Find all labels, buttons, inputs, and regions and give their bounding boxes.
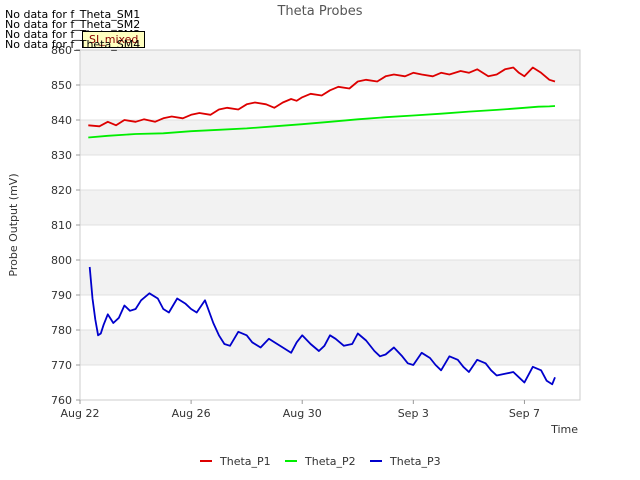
no-data-note: No data for f_Theta_SM1	[5, 8, 141, 21]
no-data-note: No data for f_Theta_SM4	[5, 38, 141, 51]
chart-title: Theta Probes	[276, 4, 362, 19]
band-white	[80, 225, 580, 260]
y-tick-label: 800	[51, 254, 72, 267]
y-axis-label: Probe Output (mV)	[7, 173, 20, 276]
series-line-theta-p1	[88, 66, 556, 128]
no-data-note: No data for f_Theta_SM2	[5, 18, 141, 31]
y-tick-label: 780	[51, 324, 72, 337]
x-tick-label: Aug 30	[283, 407, 322, 420]
y-axis: 760 770 780 790 800 810 820 830 840 850 860	[51, 44, 80, 407]
band-shaded	[80, 120, 580, 155]
series-line-theta-p2	[88, 105, 556, 139]
x-tick-label: Aug 22	[61, 407, 100, 420]
band-shaded	[80, 260, 580, 295]
series-line-theta-p3	[88, 266, 556, 386]
y-tick-label: 820	[51, 184, 72, 197]
legend-label: Theta_P3	[389, 455, 441, 468]
y-tick-label: 830	[51, 149, 72, 162]
band-white	[80, 365, 580, 400]
band-shaded	[80, 50, 580, 85]
x-tick-label: Sep 7	[509, 407, 540, 420]
y-tick-label: 840	[51, 114, 72, 127]
no-data-note: No data for f_Theta_SM3	[5, 28, 141, 41]
plot-bands	[80, 50, 580, 400]
y-tick-label: 760	[51, 394, 72, 407]
x-tick-label: Sep 3	[398, 407, 429, 420]
si-mixed-flag: SI_mixed	[82, 31, 146, 48]
band-white	[80, 295, 580, 330]
y-tick-label: 790	[51, 289, 72, 302]
x-axis: Aug 22 Aug 26 Aug 30 Sep 3 Sep 7	[61, 400, 540, 420]
x-tick-label: Aug 26	[172, 407, 211, 420]
y-tick-label: 860	[51, 44, 72, 57]
y-tick-label: 770	[51, 359, 72, 372]
x-axis-label: Time	[550, 423, 578, 436]
band-white	[80, 155, 580, 190]
legend-label: Theta_P1	[219, 455, 271, 468]
legend-label: Theta_P2	[304, 455, 356, 468]
series-lines	[88, 66, 556, 386]
y-tick-label: 810	[51, 219, 72, 232]
band-shaded	[80, 190, 580, 225]
legend: Theta_P1 Theta_P2 Theta_P3	[200, 455, 441, 468]
y-tick-label: 850	[51, 79, 72, 92]
